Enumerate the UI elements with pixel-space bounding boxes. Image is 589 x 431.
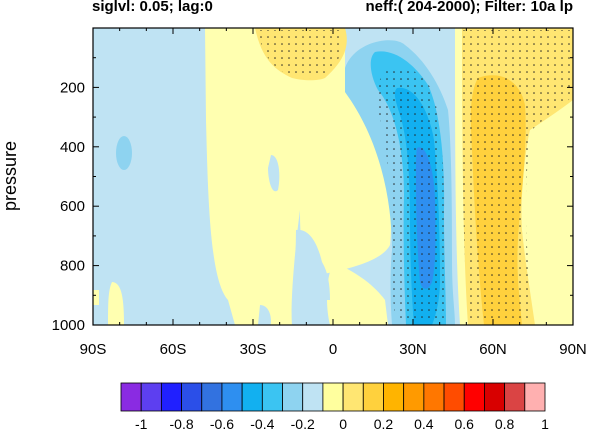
colorbar-swatch — [484, 382, 506, 412]
x-tick-label: 90N — [559, 341, 587, 358]
colorbar-label: -0.6 — [210, 416, 234, 431]
colorbar-label: 0.6 — [455, 416, 475, 431]
contour-region-neg-west — [116, 136, 132, 170]
colorbar-label: -0.2 — [291, 416, 315, 431]
colorbar-label: 0.8 — [495, 416, 515, 431]
x-tick-label: 60S — [160, 341, 187, 358]
colorbar-label: 0 — [339, 416, 347, 431]
subtitle-right: neff:( 204-2000); Filter: 10a lp — [365, 0, 573, 15]
colorbar-label: -1 — [135, 416, 148, 431]
colorbar-label: -0.4 — [250, 416, 274, 431]
colorbar-swatch — [221, 382, 243, 412]
x-tick-label: 30S — [240, 341, 267, 358]
contour-region-yellow-low — [326, 262, 388, 325]
y-tick-label: 1000 — [52, 317, 85, 334]
y-tick-label: 800 — [60, 258, 85, 275]
colorbar-label: 1 — [541, 416, 549, 431]
x-tick-label: 0 — [329, 341, 337, 358]
colorbar-swatch — [322, 382, 344, 412]
colorbar-swatch — [120, 382, 142, 412]
colorbar-label: 0.2 — [374, 416, 394, 431]
subtitle-left: siglvl: 0.05; lag:0 — [92, 0, 213, 15]
colorbar-swatch — [181, 382, 203, 412]
colorbar-swatch — [524, 382, 546, 412]
colorbar-swatch — [403, 382, 425, 412]
significance-stipple — [258, 30, 571, 322]
colorbar: -1 -0.8 -0.6 -0.4 -0.2 0 0.2 0.4 0.6 0.8 1 — [120, 382, 549, 431]
colorbar-label: 0.4 — [414, 416, 434, 431]
colorbar-swatch — [241, 382, 263, 412]
colorbar-swatch — [362, 382, 384, 412]
colorbar-label: -0.8 — [170, 416, 194, 431]
x-tick-label: 60N — [479, 341, 507, 358]
contour-region-blue-island-3 — [258, 305, 271, 325]
colorbar-swatch — [504, 382, 526, 412]
colorbar-swatch — [302, 382, 324, 412]
colorbar-swatch — [423, 382, 445, 412]
x-axis: 90S 60S 30S 0 30N 60N 90N — [80, 28, 587, 358]
y-tick-label: 400 — [60, 139, 85, 156]
colorbar-swatch — [140, 382, 162, 412]
contour-region-blue-island-2 — [268, 155, 280, 192]
x-tick-label: 90S — [80, 341, 107, 358]
correlation-field — [93, 28, 573, 325]
colorbar-swatch — [201, 382, 223, 412]
y-tick-label: 200 — [60, 79, 85, 96]
colorbar-swatch — [443, 382, 465, 412]
y-axis-label: pressure — [0, 141, 20, 211]
colorbar-swatch — [261, 382, 283, 412]
colorbar-swatch — [383, 382, 405, 412]
x-tick-label: 30N — [399, 341, 427, 358]
y-tick-label: 600 — [60, 198, 85, 215]
colorbar-swatch — [342, 382, 364, 412]
y-axis: 200 400 600 800 1000 — [52, 57, 573, 334]
contour-region-yellow-sw2 — [93, 290, 99, 305]
contour-region-yellow-sw — [108, 282, 124, 325]
colorbar-swatch — [282, 382, 304, 412]
contour-region-yellow-mid — [205, 28, 391, 325]
colorbar-swatch — [463, 382, 485, 412]
colorbar-swatch — [160, 382, 182, 412]
contour-region-blue-island-1 — [295, 229, 330, 300]
